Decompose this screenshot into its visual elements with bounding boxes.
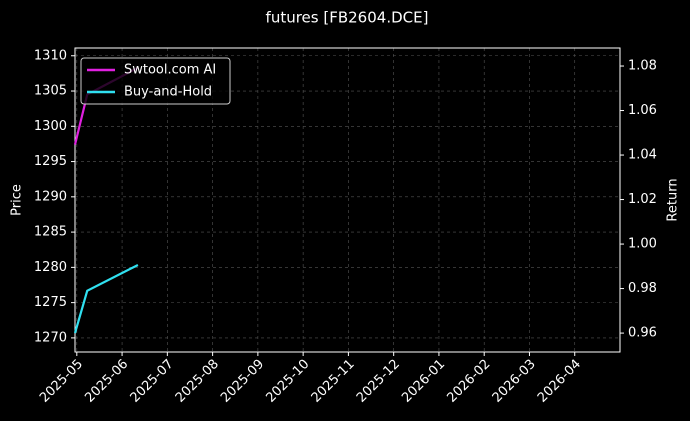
y2-tick-label: 0.98 — [628, 281, 657, 296]
y2-tick-label: 0.96 — [628, 326, 657, 341]
y2-tick-label: 1.04 — [628, 148, 657, 163]
series-line — [73, 264, 139, 334]
legend-label: Buy-and-Hold — [124, 85, 212, 100]
plot-frame — [74, 47, 621, 353]
y-tick-label: 1300 — [34, 119, 67, 134]
chart-title: futures [FB2604.DCE] — [266, 9, 429, 27]
y-tick-label: 1305 — [34, 84, 67, 99]
y-tick-label: 1290 — [34, 189, 67, 204]
y-tick-label: 1275 — [34, 295, 67, 310]
y-tick-label: 1270 — [34, 330, 67, 345]
y-tick-label: 1280 — [34, 260, 67, 275]
y-tick-label: 1310 — [34, 48, 67, 63]
y2-tick-label: 1.00 — [628, 237, 657, 252]
y2-tick-label: 1.08 — [628, 59, 657, 74]
y2-tick-label: 1.06 — [628, 103, 657, 118]
y-tick-label: 1285 — [34, 225, 67, 240]
y-axis-label: Price — [10, 184, 25, 216]
legend-label: Swtool.com AI — [124, 63, 216, 78]
y-tick-label: 1295 — [34, 154, 67, 169]
y2-axis-label: Return — [666, 178, 681, 221]
y2-tick-label: 1.02 — [628, 192, 657, 207]
legend-box — [80, 57, 231, 105]
